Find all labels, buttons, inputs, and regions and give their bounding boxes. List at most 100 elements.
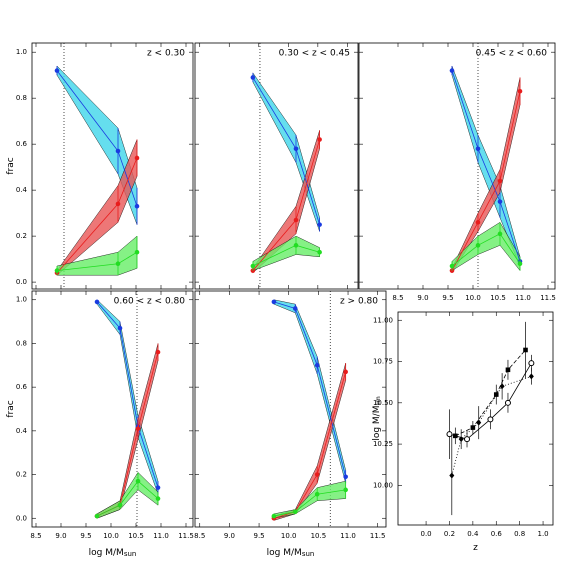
data-point — [497, 231, 503, 237]
y-axis-label-text: frac — [6, 157, 16, 174]
x-tick-label: 10.0 — [281, 532, 297, 540]
x-tick-label: 8.5 — [30, 532, 41, 540]
panel-title: 0.30 < z < 0.45 — [279, 49, 350, 59]
series-line — [273, 301, 347, 477]
data-point — [458, 436, 464, 443]
data-point — [293, 217, 299, 223]
plot-frame — [194, 42, 359, 290]
panel-title: 0.45 < z < 0.60 — [476, 49, 548, 59]
y-tick-label: 0.0 — [16, 514, 27, 522]
series-line — [455, 349, 526, 437]
data-point — [250, 263, 256, 269]
series-line — [451, 70, 521, 262]
data-point — [117, 325, 123, 331]
data-point — [293, 146, 299, 152]
data-point — [476, 419, 482, 426]
y-tick-label: 0.4 — [16, 427, 28, 435]
data-point — [115, 148, 121, 154]
x-tick-label: 9.5 — [442, 294, 453, 302]
data-point — [134, 155, 140, 161]
data-point — [135, 426, 141, 431]
x-tick-label: 9.0 — [55, 532, 66, 540]
data-point — [504, 399, 511, 406]
x-tick-label: 9.5 — [80, 532, 91, 540]
data-point — [475, 146, 481, 152]
data-point — [271, 513, 277, 519]
x-tick-label: 10.5 — [128, 532, 144, 540]
data-point — [293, 243, 299, 248]
data-point — [523, 347, 528, 353]
y-tick-label: 1.0 — [16, 296, 27, 304]
panel-title: z > 0.80 — [340, 297, 378, 307]
plot-frame — [358, 42, 556, 290]
x-tick-label: 8.5 — [392, 294, 403, 302]
y-axis-label: frac — [6, 400, 16, 417]
data-point — [115, 201, 121, 207]
data-point — [499, 383, 505, 390]
panel-title: 0.60 < z < 0.80 — [114, 297, 186, 307]
x-tick-label: 11.0 — [340, 532, 356, 540]
error-band — [273, 299, 346, 484]
series-line — [451, 376, 532, 476]
data-point — [292, 509, 298, 515]
x-tick-label: 11.5 — [370, 532, 386, 540]
data-point — [343, 474, 348, 480]
x-tick-label: 10.0 — [465, 294, 481, 302]
data-point — [475, 220, 481, 225]
data-point — [117, 502, 123, 508]
x-tick-label: 11.0 — [515, 294, 531, 302]
series-line — [451, 233, 521, 267]
data-point — [528, 373, 534, 380]
data-point — [517, 88, 523, 94]
data-point — [250, 75, 256, 80]
x-tick-label: 0.4 — [467, 530, 479, 538]
y-tick-label: 0.6 — [16, 383, 28, 391]
plot-frame — [397, 311, 554, 526]
y-tick-label: 10.50 — [373, 399, 393, 407]
data-point — [317, 249, 322, 255]
data-point — [94, 513, 100, 519]
data-point — [54, 268, 60, 273]
y-axis-label-text: frac — [6, 400, 16, 417]
y-tick-label: 0.2 — [16, 471, 27, 479]
data-point — [470, 425, 476, 430]
data-point — [505, 367, 511, 373]
y-axis-label-text: log M/M — [372, 406, 382, 441]
x-tick-label: 9.0 — [224, 532, 235, 540]
x-tick-label: 0.6 — [491, 530, 503, 538]
panel-title: z < 0.30 — [147, 49, 185, 59]
data-point — [497, 178, 503, 184]
data-point — [155, 496, 161, 501]
x-tick-label: 0.0 — [421, 530, 432, 538]
plot-frame — [31, 42, 194, 290]
data-point — [314, 491, 320, 497]
x-tick-label: 10.5 — [490, 294, 506, 302]
x-tick-label: 10.5 — [311, 532, 327, 540]
x-axis-label-sub: sun — [302, 550, 315, 558]
plot-frame — [194, 290, 387, 528]
data-point — [343, 369, 348, 375]
x-axis-label: log M/Msun — [267, 548, 315, 559]
x-tick-label: 10.0 — [103, 532, 119, 540]
data-point — [528, 360, 535, 367]
x-axis-label-text: log M/M — [267, 548, 302, 558]
plot-frame — [31, 290, 194, 528]
x-tick-label: 11.5 — [178, 532, 194, 540]
x-tick-label: 0.8 — [514, 530, 525, 538]
y-tick-label: 10.00 — [373, 481, 393, 489]
data-point — [487, 416, 494, 423]
x-axis-label-sub: sun — [124, 550, 137, 558]
series-line — [96, 301, 159, 488]
y-tick-label: 0.4 — [16, 186, 28, 194]
data-point — [314, 362, 320, 368]
series-line — [96, 480, 159, 517]
data-point — [464, 436, 471, 443]
series-line — [273, 489, 346, 517]
data-point — [517, 261, 523, 267]
y-axis-label: log M/Mlim — [372, 396, 382, 440]
data-point — [314, 472, 320, 477]
data-point — [94, 299, 100, 305]
data-point — [317, 137, 322, 142]
y-tick-label: 0.0 — [16, 278, 27, 286]
data-point — [449, 472, 455, 479]
